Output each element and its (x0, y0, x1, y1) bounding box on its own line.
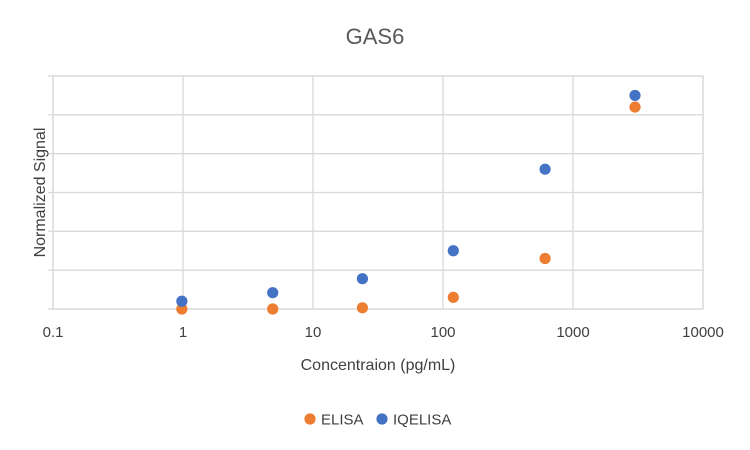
x-tick-label-5: 10000 (682, 324, 724, 341)
point-elisa-2 (357, 302, 368, 313)
x-tick-label-3: 100 (430, 324, 455, 341)
y-axis-label: Normalized Signal (32, 128, 49, 258)
point-iqelisa-0 (176, 296, 187, 307)
legend-label-elisa: ELISA (321, 412, 364, 429)
x-axis-label: Concentraion (pg/mL) (301, 357, 456, 374)
legend-label-iqelisa: IQELISA (393, 412, 451, 429)
x-tick-label-2: 10 (305, 324, 322, 341)
point-elisa-4 (539, 253, 550, 264)
legend: ELISA IQELISA (304, 412, 451, 429)
gridlines (48, 76, 703, 309)
x-tick-label-4: 1000 (556, 324, 589, 341)
legend-marker-elisa (304, 413, 315, 424)
point-iqelisa-4 (539, 164, 550, 175)
point-iqelisa-3 (448, 245, 459, 256)
point-iqelisa-1 (267, 287, 278, 298)
legend-marker-iqelisa (376, 413, 387, 424)
point-iqelisa-5 (629, 90, 640, 101)
point-elisa-3 (448, 292, 459, 303)
gas6-scatter-chart: GAS6 0.1 1 10 100 1000 10000 Concentraion (pg… (0, 0, 750, 450)
x-tick-label-1: 1 (179, 324, 187, 341)
point-iqelisa-2 (357, 273, 368, 284)
point-elisa-1 (267, 303, 278, 314)
point-elisa-5 (629, 101, 640, 112)
x-tick-label-0: 0.1 (43, 324, 64, 341)
x-axis-tick-labels: 0.1 1 10 100 1000 10000 (43, 324, 724, 341)
chart-title: GAS6 (346, 24, 405, 49)
data-points (176, 90, 640, 315)
